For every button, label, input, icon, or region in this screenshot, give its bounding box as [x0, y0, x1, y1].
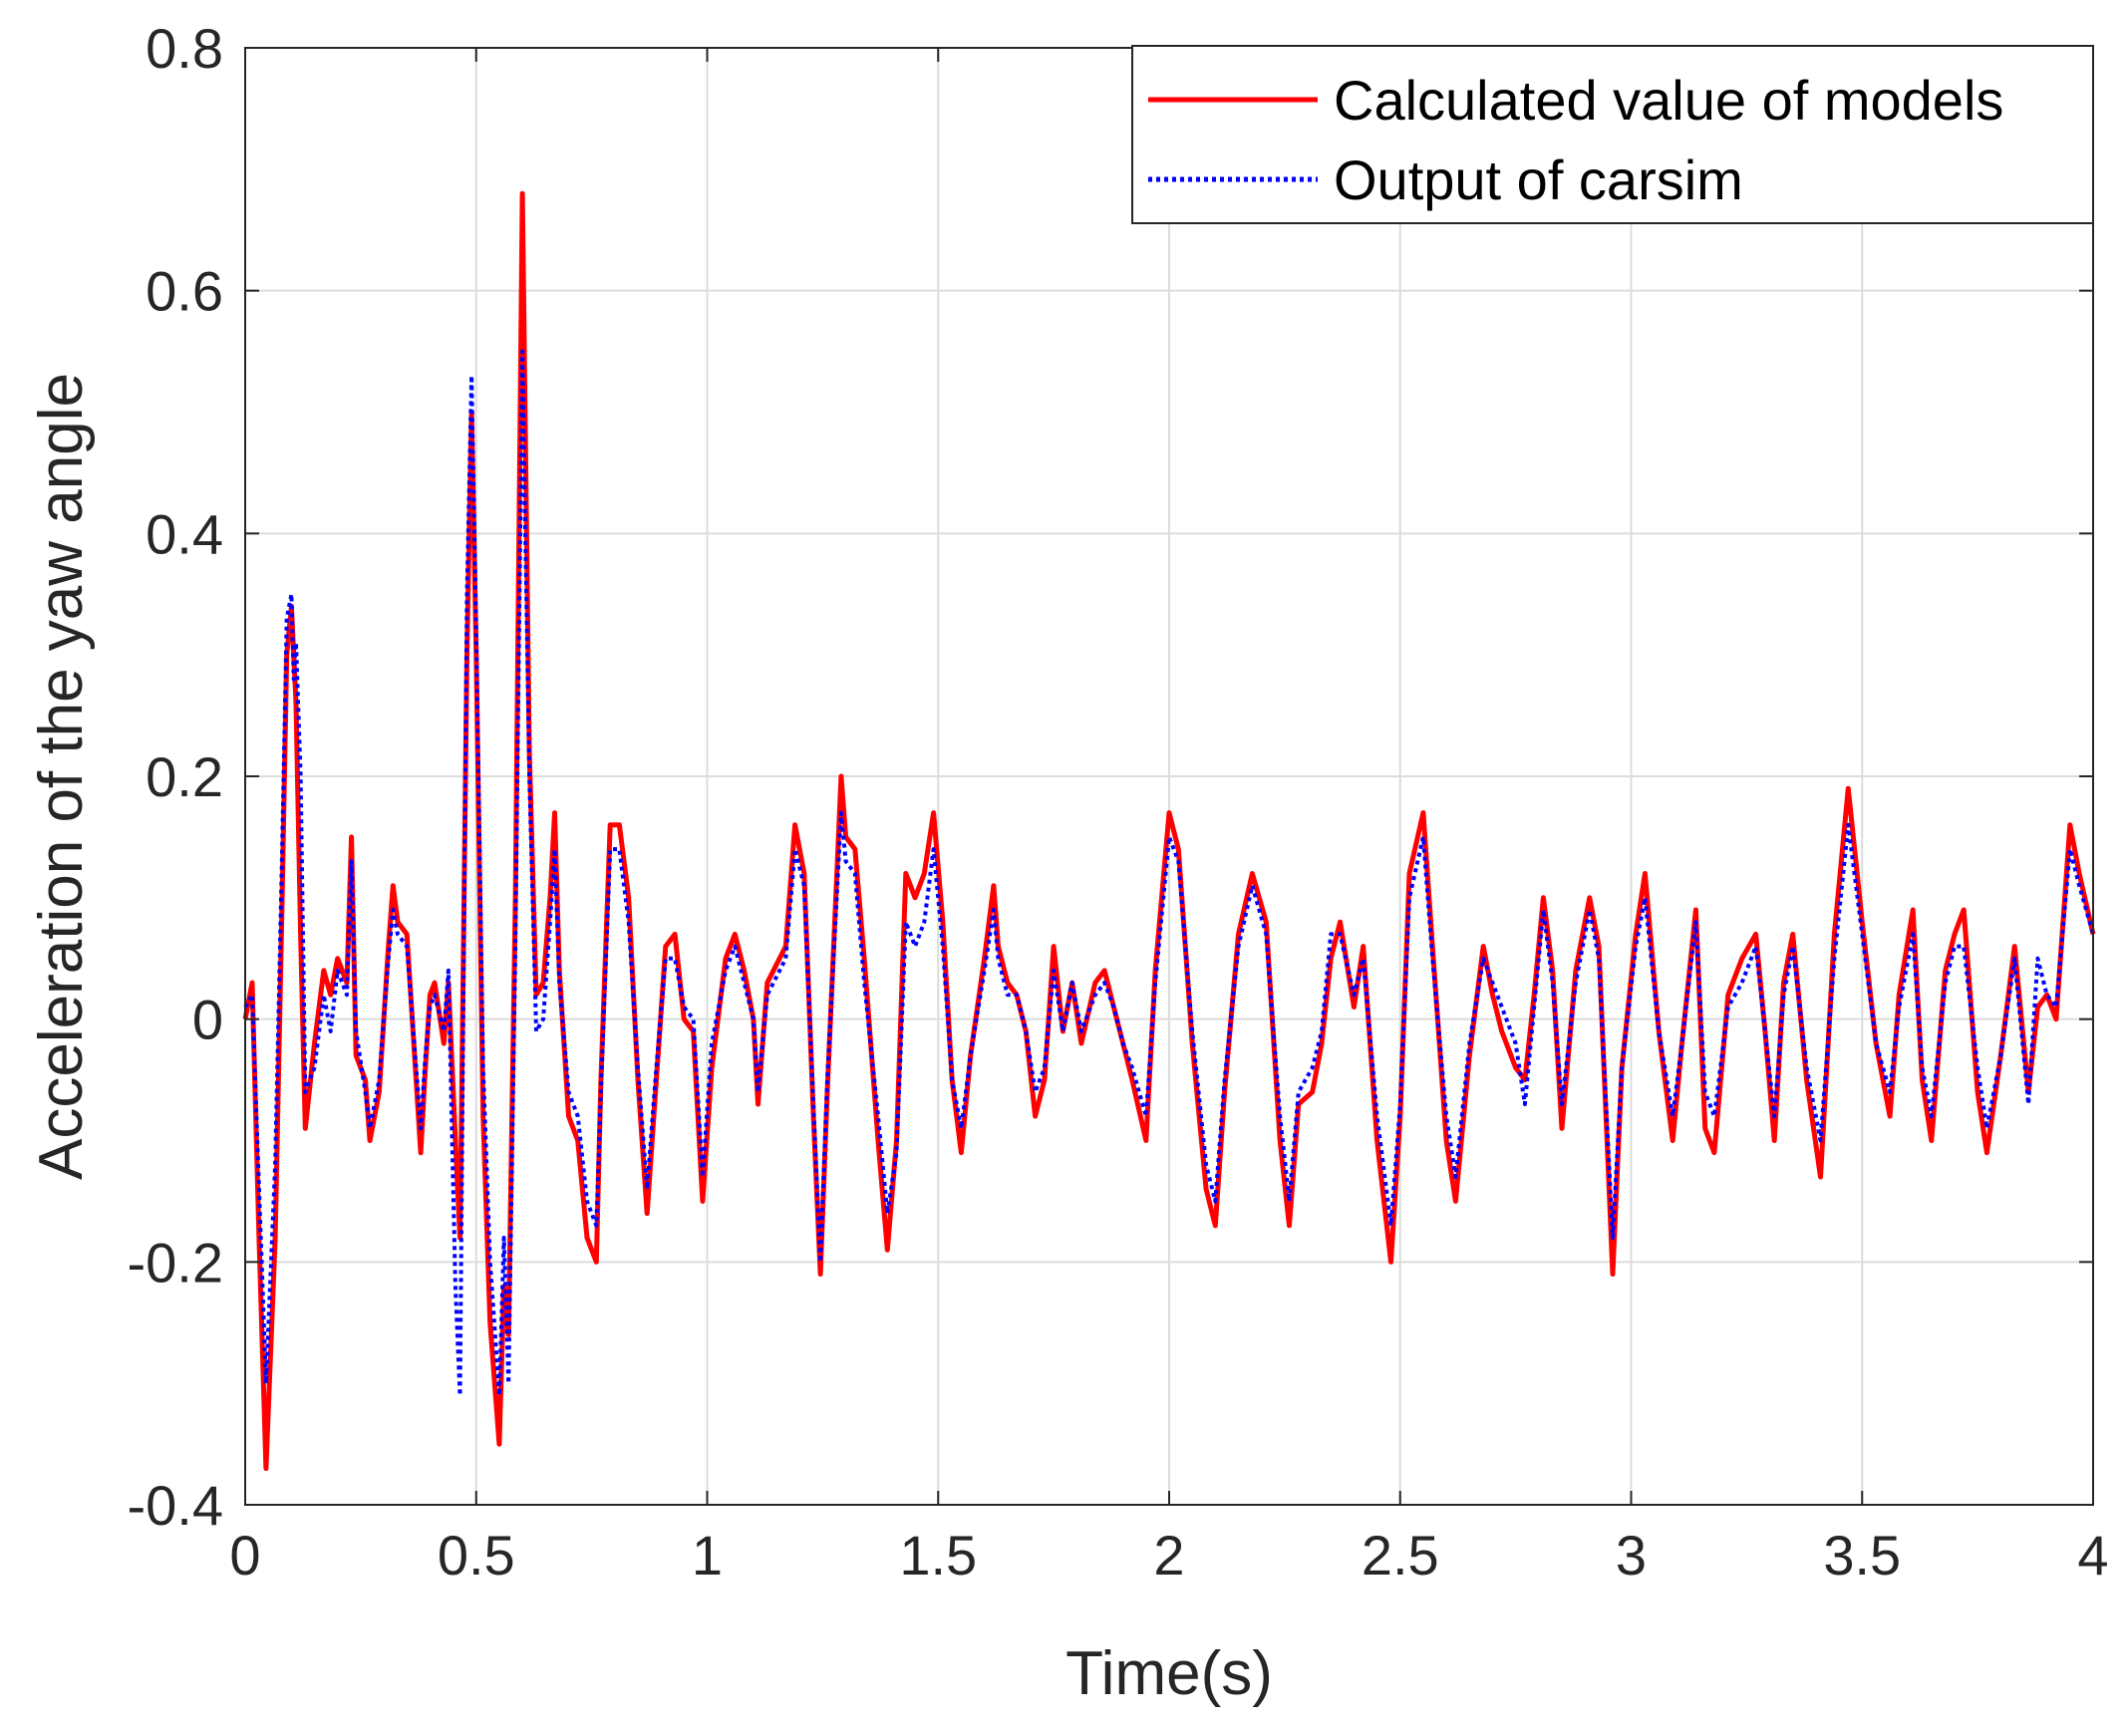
y-tick-label: 0.8	[146, 17, 223, 80]
legend-label-carsim: Output of carsim	[1334, 148, 1743, 211]
series-line-carsim	[243, 349, 2095, 1398]
x-tick-label: 2.5	[1362, 1524, 1439, 1587]
legend: Calculated value of models Output of car…	[1131, 45, 2094, 224]
series-line-calculated	[242, 190, 2096, 1471]
y-tick-label: 0.2	[146, 745, 223, 808]
x-tick-label: 1.5	[899, 1524, 977, 1587]
y-tick-label: 0.6	[146, 260, 223, 323]
legend-box	[1131, 45, 2094, 224]
y-tick-label: 0.4	[146, 502, 223, 565]
grid-lines	[244, 47, 2094, 1506]
series-lines	[242, 190, 2096, 1471]
tick-labels: 0 0.5 1 1.5 2 2.5 3 3.5 4 -0.4 -0.2 0 0.2 0.4 0.6 0.8	[128, 17, 2109, 1587]
y-tick-label: -0.2	[128, 1231, 224, 1294]
x-tick-label: 0	[229, 1524, 260, 1587]
y-axis-label: Acceleration of the yaw angle	[27, 373, 96, 1180]
y-tick-label: 0	[192, 989, 223, 1051]
x-tick-label: 1	[692, 1524, 723, 1587]
x-tick-label: 4	[2077, 1524, 2108, 1587]
x-tick-label: 2	[1153, 1524, 1184, 1587]
x-tick-label: 3.5	[1823, 1524, 1901, 1587]
y-tick-label: -0.4	[128, 1474, 224, 1537]
x-tick-label: 3	[1616, 1524, 1647, 1587]
legend-label-calculated: Calculated value of models	[1334, 69, 2003, 132]
x-tick-label: 0.5	[438, 1524, 515, 1587]
x-axis-label: Time(s)	[1065, 1639, 1273, 1708]
